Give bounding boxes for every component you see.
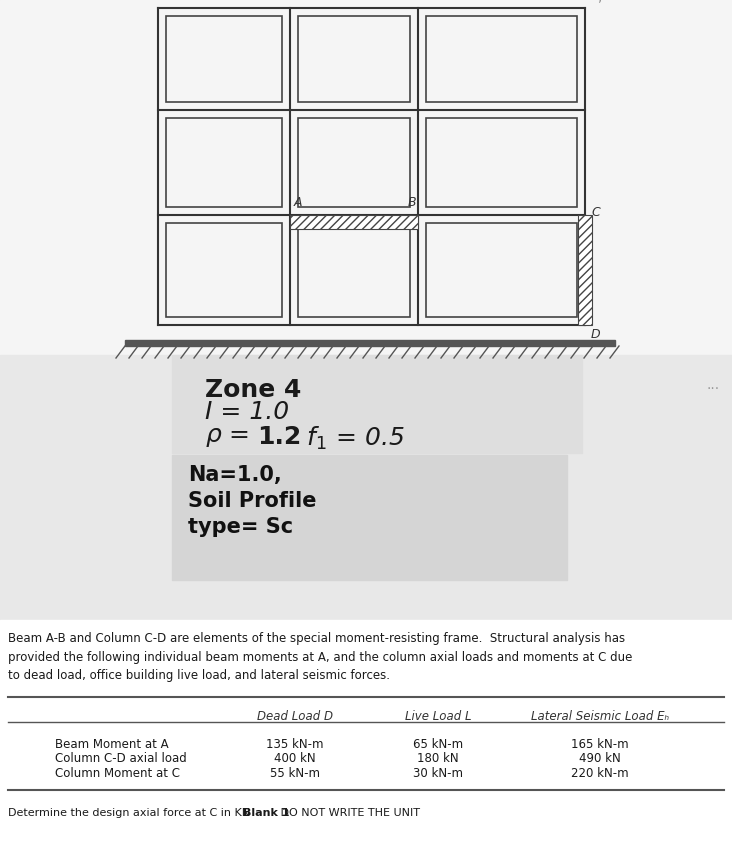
Text: I = 1.0: I = 1.0: [205, 400, 289, 424]
Text: 55 kN-m: 55 kN-m: [270, 767, 320, 780]
Bar: [166, 16, 282, 102]
Text: Dead Load D: Dead Load D: [257, 710, 333, 723]
Bar: [0, 0, 732, 355]
Text: Determine the design axial force at C in KN: Determine the design axial force at C in…: [8, 808, 253, 818]
Bar: [172, 455, 567, 580]
Bar: [426, 223, 577, 317]
Text: B: B: [408, 196, 416, 209]
Text: Live Load L: Live Load L: [405, 710, 471, 723]
Text: ’: ’: [598, 0, 602, 11]
Text: Lateral Seismic Load Eₕ: Lateral Seismic Load Eₕ: [531, 710, 669, 723]
Text: $f_1$ = 0.5: $f_1$ = 0.5: [291, 425, 405, 452]
Bar: [125, 340, 615, 346]
Bar: [426, 16, 577, 102]
Text: 30 kN-m: 30 kN-m: [413, 767, 463, 780]
Text: C: C: [591, 205, 600, 219]
Bar: [298, 118, 410, 207]
Text: 165 kN-m: 165 kN-m: [571, 738, 629, 751]
Bar: [0, 620, 732, 842]
Text: 1.2: 1.2: [257, 425, 302, 449]
Text: Na=1.0,: Na=1.0,: [188, 465, 282, 485]
Bar: [298, 16, 410, 102]
Text: Soil Profile: Soil Profile: [188, 491, 316, 511]
Text: Column Moment at C: Column Moment at C: [55, 767, 180, 780]
Bar: [290, 215, 418, 229]
Text: $\rho$ =: $\rho$ =: [205, 425, 252, 449]
Text: Beam A-B and Column C-D are elements of the special moment-resisting frame.  Str: Beam A-B and Column C-D are elements of …: [8, 632, 632, 682]
Text: 135 kN-m: 135 kN-m: [266, 738, 324, 751]
Bar: [426, 118, 577, 207]
Bar: [166, 223, 282, 317]
Text: Zone 4: Zone 4: [205, 378, 302, 402]
Bar: [578, 215, 592, 325]
Bar: [298, 223, 410, 317]
Bar: [0, 355, 732, 620]
Bar: [166, 118, 282, 207]
Text: 490 kN: 490 kN: [579, 752, 621, 765]
Bar: [172, 355, 582, 453]
Text: 65 kN-m: 65 kN-m: [413, 738, 463, 751]
Text: type= Sc: type= Sc: [188, 517, 293, 537]
Text: 220 kN-m: 220 kN-m: [571, 767, 629, 780]
Text: Column C-D axial load: Column C-D axial load: [55, 752, 187, 765]
Text: Blank 1: Blank 1: [243, 808, 289, 818]
Text: D: D: [591, 328, 601, 341]
Text: DO NOT WRITE THE UNIT: DO NOT WRITE THE UNIT: [277, 808, 420, 818]
Text: Beam Moment at A: Beam Moment at A: [55, 738, 168, 751]
Text: 400 kN: 400 kN: [274, 752, 315, 765]
Text: A: A: [294, 196, 302, 209]
Text: 180 kN: 180 kN: [417, 752, 459, 765]
Text: ...: ...: [707, 378, 720, 392]
